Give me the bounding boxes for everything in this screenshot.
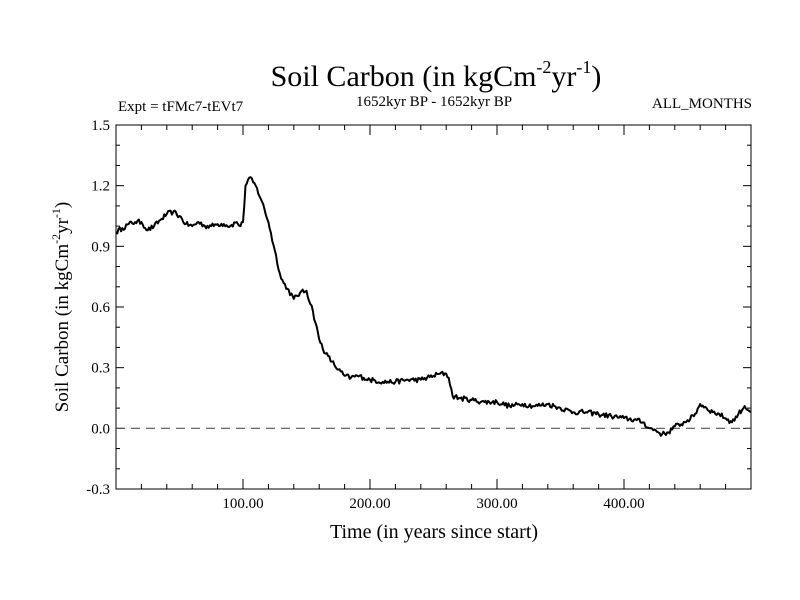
- title-mid: yr: [551, 60, 576, 93]
- x-axis-ticks: 100.00 200.00 300.00 400.00: [140, 125, 727, 512]
- y-tick-label: 0.3: [91, 361, 110, 377]
- ylabel-mid: yr: [52, 217, 73, 234]
- x-tick-label: 100.00: [222, 496, 263, 512]
- series-group: [115, 176, 752, 437]
- x-tick-label: 300.00: [476, 496, 517, 512]
- chart-title: Soil Carbon (in kgCm-2yr-1): [271, 57, 602, 93]
- ylabel-end: ): [52, 202, 73, 208]
- plot-frame: [115, 124, 752, 490]
- x-tick-label: 200.00: [349, 496, 390, 512]
- y-tick-label: 0.9: [91, 239, 110, 255]
- title-main: Soil Carbon (in kgCm: [271, 60, 537, 93]
- y-axis-label: Soil Carbon (in kgCm-2yr-1): [49, 202, 73, 413]
- ylabel-sup1: -2: [49, 234, 63, 244]
- y-axis-ticks: -0.3 0.0 0.3 0.6 0.9 1.2 1.5: [86, 118, 751, 498]
- subtitle-left: Expt = tFMc7-tEVt7: [118, 99, 244, 115]
- y-tick-label: 0.0: [91, 421, 110, 437]
- y-tick-label: -0.3: [86, 482, 110, 498]
- x-tick-label: 400.00: [603, 496, 644, 512]
- subtitle-right: ALL_MONTHS: [652, 96, 752, 112]
- ylabel-sup2: -1: [49, 208, 63, 218]
- subtitle-center: 1652kyr BP - 1652kyr BP: [356, 94, 512, 110]
- title-end: ): [591, 60, 601, 93]
- x-axis-label: Time (in years since start): [330, 521, 538, 543]
- y-tick-label: 1.5: [91, 118, 110, 134]
- title-sup2: -1: [576, 57, 591, 77]
- y-tick-label: 0.6: [91, 300, 110, 316]
- y-tick-label: 1.2: [91, 179, 110, 195]
- ylabel-main: Soil Carbon (in kgCm: [52, 244, 73, 413]
- series-line-soil-carbon: [115, 176, 752, 437]
- title-sup1: -2: [536, 57, 551, 77]
